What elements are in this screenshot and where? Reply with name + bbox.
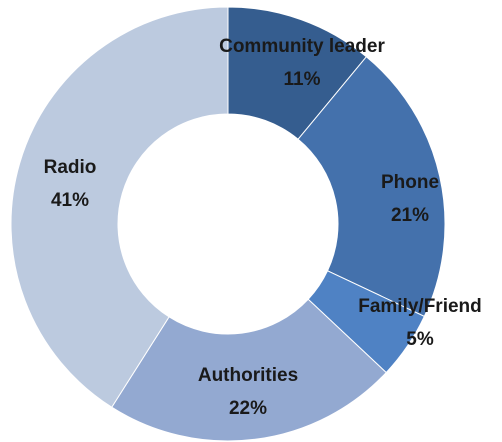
slice-phone <box>297 56 446 318</box>
slice-value-phone: 21% <box>391 205 429 226</box>
slice-radio <box>10 6 229 408</box>
slice-value-family-friend: 5% <box>406 329 434 350</box>
slice-value-community-leader: 11% <box>284 69 321 90</box>
slice-value-authorities: 22% <box>229 398 267 419</box>
slice-label-family-friend: Family/Friend <box>358 296 482 317</box>
slice-label-authorities: Authorities <box>198 365 298 386</box>
slice-label-community-leader: Community leader <box>219 36 385 57</box>
slice-value-radio: 41% <box>51 190 89 211</box>
slice-label-phone: Phone <box>381 172 439 193</box>
slices-group <box>10 6 446 442</box>
labels-group: Community leader 11% Phone 21% Family/Friend… <box>44 36 482 419</box>
slice-label-radio: Radio <box>44 157 97 178</box>
slice-authorities <box>111 298 387 442</box>
